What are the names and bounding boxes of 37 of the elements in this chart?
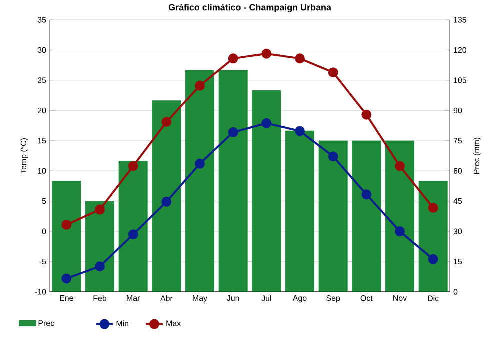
point xyxy=(228,54,238,64)
bar xyxy=(386,140,415,292)
point xyxy=(295,54,306,64)
point xyxy=(428,202,438,213)
bar xyxy=(352,140,382,292)
point xyxy=(395,226,406,237)
point xyxy=(262,48,272,59)
point xyxy=(395,161,406,172)
point xyxy=(295,126,306,136)
point xyxy=(62,274,72,284)
chart-title: Gráfico climático - Champaign Urbana xyxy=(168,4,332,13)
point xyxy=(262,118,272,128)
point xyxy=(362,190,372,200)
bar xyxy=(186,70,214,292)
bar xyxy=(86,201,114,292)
bar xyxy=(118,161,148,292)
point xyxy=(162,117,172,128)
bar xyxy=(418,181,448,292)
point xyxy=(128,161,138,172)
point xyxy=(195,80,205,91)
bar xyxy=(286,130,314,292)
point xyxy=(95,204,105,215)
point xyxy=(328,152,338,162)
point xyxy=(95,262,105,272)
point xyxy=(128,230,138,240)
point xyxy=(62,220,72,230)
bar xyxy=(52,181,82,292)
point xyxy=(328,68,338,78)
point xyxy=(428,254,438,264)
bar xyxy=(218,70,248,292)
bar xyxy=(152,100,182,292)
point xyxy=(228,127,238,138)
point xyxy=(195,158,205,169)
bar xyxy=(252,90,282,292)
point xyxy=(362,110,372,120)
bar xyxy=(318,140,348,292)
point xyxy=(162,196,172,207)
